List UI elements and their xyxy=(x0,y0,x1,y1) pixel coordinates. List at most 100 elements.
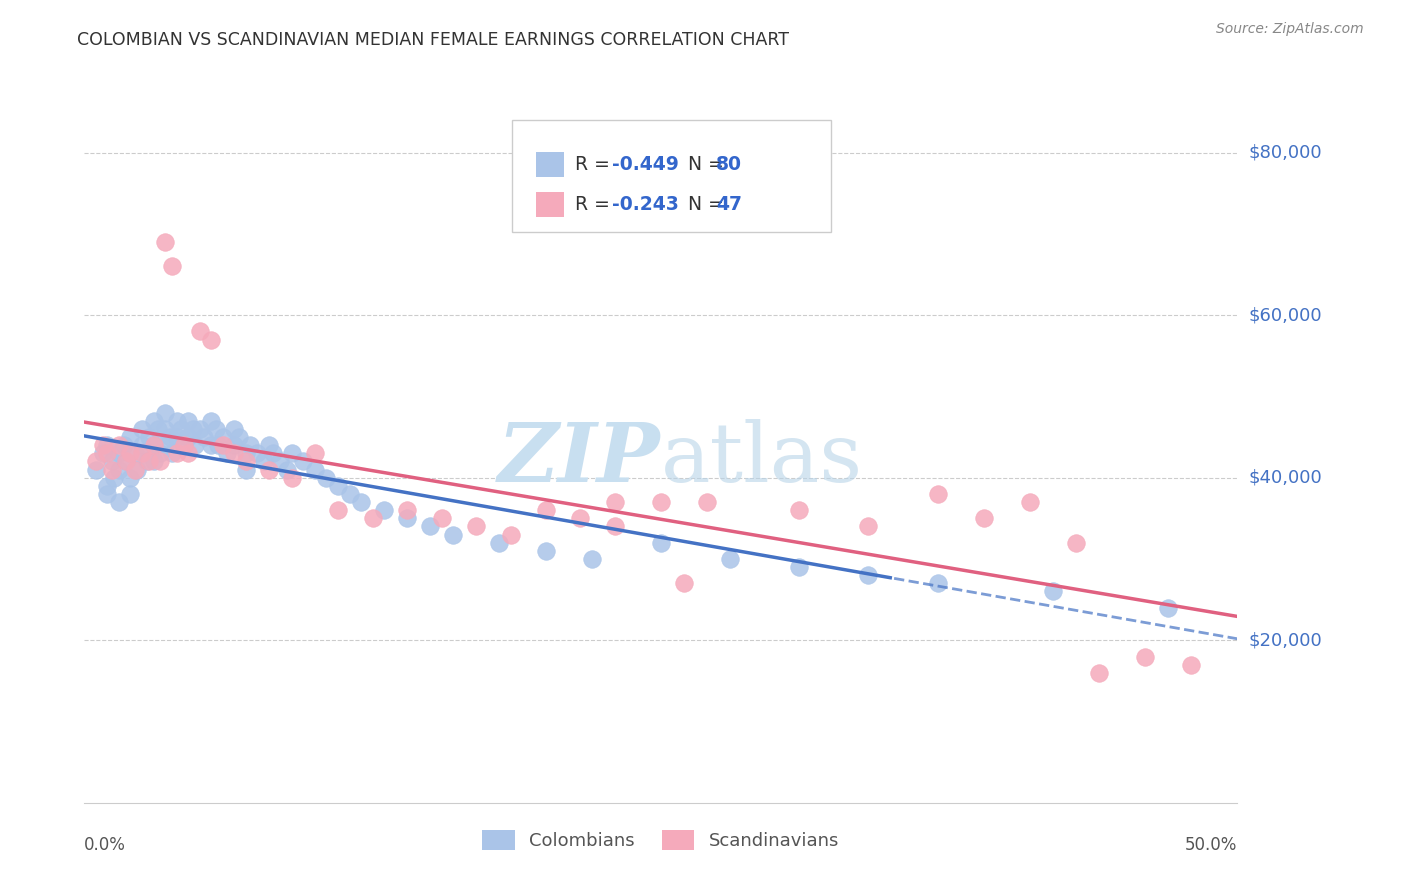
Point xyxy=(787,503,810,517)
Point xyxy=(177,430,200,444)
Point xyxy=(211,438,233,452)
Point xyxy=(1180,657,1202,672)
Point xyxy=(224,422,246,436)
Point xyxy=(281,471,304,485)
Point xyxy=(326,503,349,517)
Point xyxy=(672,576,695,591)
Point xyxy=(257,438,280,452)
Point xyxy=(276,462,298,476)
Point xyxy=(181,422,204,436)
Text: $80,000: $80,000 xyxy=(1249,144,1322,161)
Text: -0.243: -0.243 xyxy=(612,195,679,214)
Point xyxy=(153,406,176,420)
Point xyxy=(204,422,226,436)
Point xyxy=(441,527,464,541)
Point xyxy=(1088,665,1111,680)
Point xyxy=(108,438,131,452)
Point xyxy=(108,495,131,509)
Text: Source: ZipAtlas.com: Source: ZipAtlas.com xyxy=(1216,22,1364,37)
Point xyxy=(184,438,207,452)
Point xyxy=(235,446,257,460)
Point xyxy=(173,438,195,452)
Point xyxy=(1064,535,1087,549)
Point xyxy=(304,446,326,460)
Point xyxy=(304,462,326,476)
Point xyxy=(239,438,262,452)
Text: 50.0%: 50.0% xyxy=(1185,836,1237,854)
Text: -0.449: -0.449 xyxy=(612,155,679,174)
Point xyxy=(430,511,453,525)
Point xyxy=(142,454,165,468)
Point xyxy=(166,446,188,460)
Point xyxy=(124,446,146,460)
Text: 80: 80 xyxy=(716,155,742,174)
Text: N =: N = xyxy=(676,155,730,174)
Point xyxy=(465,519,488,533)
Point xyxy=(200,414,222,428)
Point xyxy=(1157,600,1180,615)
Point xyxy=(228,430,250,444)
Point xyxy=(138,454,160,468)
Point xyxy=(603,519,626,533)
Point xyxy=(124,462,146,476)
Point xyxy=(131,422,153,436)
Point xyxy=(396,503,419,517)
Point xyxy=(858,519,880,533)
Point xyxy=(112,438,135,452)
Text: COLOMBIAN VS SCANDINAVIAN MEDIAN FEMALE EARNINGS CORRELATION CHART: COLOMBIAN VS SCANDINAVIAN MEDIAN FEMALE … xyxy=(77,31,789,49)
Point xyxy=(101,454,124,468)
Point xyxy=(1133,649,1156,664)
Point xyxy=(188,422,211,436)
Point xyxy=(361,511,384,525)
Point xyxy=(235,462,257,476)
Point xyxy=(224,446,246,460)
Point xyxy=(787,560,810,574)
Point xyxy=(973,511,995,525)
Point xyxy=(120,446,142,460)
Point xyxy=(91,446,114,460)
Point xyxy=(84,462,107,476)
Point xyxy=(153,422,176,436)
Point xyxy=(396,511,419,525)
Text: atlas: atlas xyxy=(661,419,863,499)
Point xyxy=(253,454,276,468)
Point xyxy=(142,438,165,452)
Point xyxy=(188,325,211,339)
Text: 47: 47 xyxy=(716,195,742,214)
Point xyxy=(211,430,233,444)
Point xyxy=(160,446,183,460)
Point xyxy=(603,495,626,509)
Text: 0.0%: 0.0% xyxy=(84,836,127,854)
Point xyxy=(419,519,441,533)
Point xyxy=(108,462,131,476)
Point xyxy=(292,454,315,468)
Point xyxy=(373,503,395,517)
Point xyxy=(153,438,176,452)
Text: R =: R = xyxy=(575,195,616,214)
Point xyxy=(177,414,200,428)
Point xyxy=(650,535,672,549)
Point xyxy=(153,235,176,249)
Point xyxy=(262,446,284,460)
Point xyxy=(927,487,949,501)
Point xyxy=(120,430,142,444)
Point xyxy=(149,454,172,468)
Point xyxy=(534,503,557,517)
Text: ZIP: ZIP xyxy=(498,419,661,499)
Point xyxy=(858,568,880,582)
Point xyxy=(696,495,718,509)
Point xyxy=(120,487,142,501)
Point xyxy=(149,446,172,460)
Point xyxy=(173,438,195,452)
Point xyxy=(257,462,280,476)
Point xyxy=(315,471,337,485)
Point xyxy=(207,438,229,452)
Point xyxy=(177,446,200,460)
Point xyxy=(1042,584,1064,599)
Point xyxy=(131,438,153,452)
Point xyxy=(193,430,215,444)
Point xyxy=(84,454,107,468)
Point xyxy=(142,438,165,452)
Legend: Colombians, Scandinavians: Colombians, Scandinavians xyxy=(475,822,846,858)
Point xyxy=(224,438,246,452)
